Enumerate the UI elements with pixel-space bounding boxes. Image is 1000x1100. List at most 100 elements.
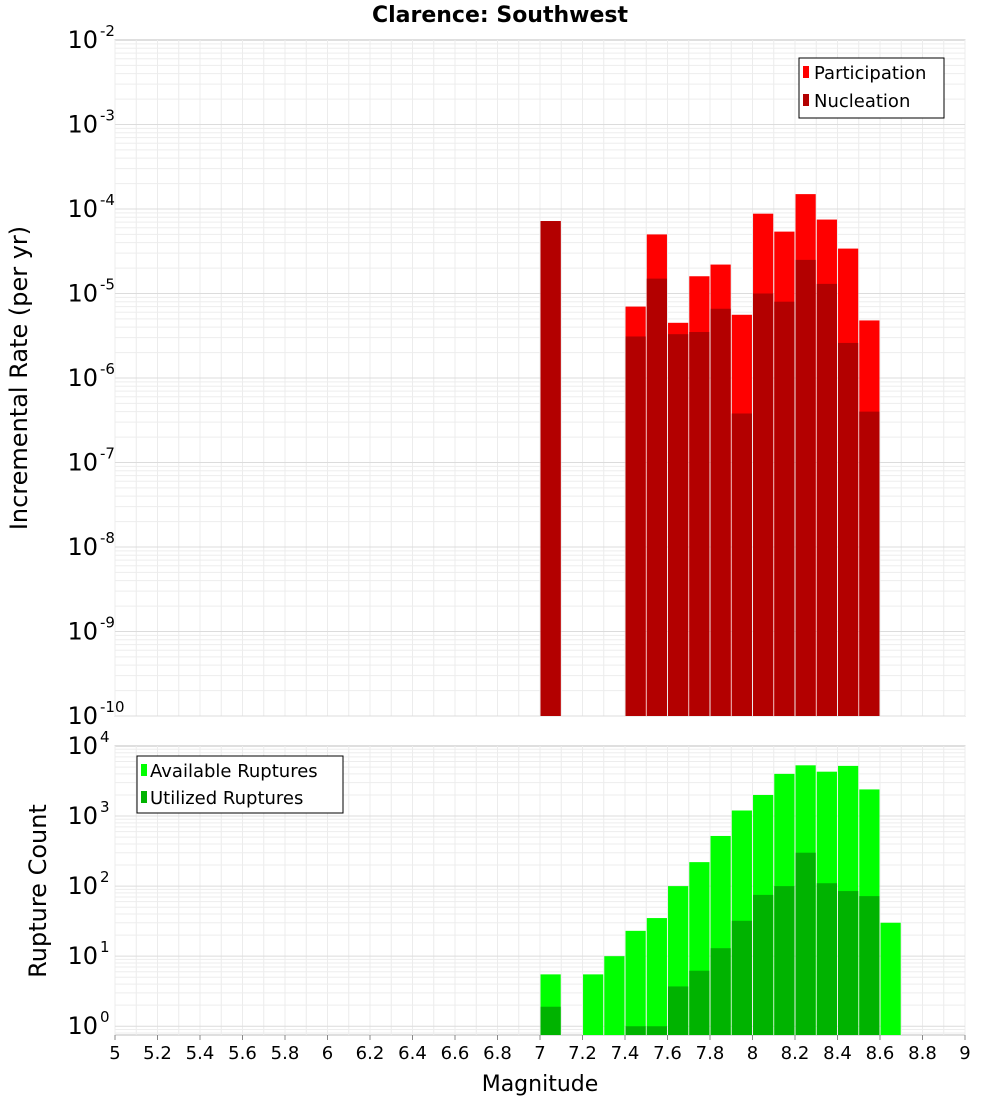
bar-nucleation xyxy=(646,278,667,716)
y-tick-label-exponent: -4 xyxy=(100,191,115,209)
bar-utilized-ruptures xyxy=(774,886,795,1035)
y-tick-label-exponent: -7 xyxy=(100,445,115,463)
y-tick-label-base: 10 xyxy=(67,1012,98,1040)
y-tick-label-exponent: 4 xyxy=(100,728,110,746)
bar-utilized-ruptures xyxy=(540,1006,561,1035)
y-tick-label-exponent: 0 xyxy=(100,1008,110,1026)
y-tick-label-base: 10 xyxy=(67,111,98,139)
bar-utilized-ruptures xyxy=(838,891,859,1035)
top-grid xyxy=(114,40,966,717)
y-tick-label-exponent: 3 xyxy=(100,798,110,816)
x-tick-label: 8 xyxy=(747,1043,758,1064)
legend-swatch-participation xyxy=(803,66,809,78)
bar-utilized-ruptures xyxy=(625,1026,646,1035)
chart-title: Clarence: Southwest xyxy=(372,3,629,28)
bar-utilized-ruptures xyxy=(859,896,880,1035)
bar-utilized-ruptures xyxy=(646,1026,667,1035)
bar-nucleation xyxy=(753,293,774,716)
legend-label-utilized: Utilized Ruptures xyxy=(150,788,303,809)
bottom-legend-box xyxy=(136,755,344,814)
x-tick-label: 7.2 xyxy=(568,1043,597,1064)
bar-available-ruptures xyxy=(880,922,901,1035)
legend-label-participation: Participation xyxy=(814,63,926,84)
bar-utilized-ruptures xyxy=(753,894,774,1035)
y-tick-label-base: 10 xyxy=(67,802,98,830)
bar-utilized-ruptures xyxy=(816,883,837,1035)
x-tick-label: 7.8 xyxy=(696,1043,725,1064)
x-tick-label: 8.4 xyxy=(823,1043,852,1064)
bar-nucleation xyxy=(689,332,710,716)
y-tick-label-exponent: -6 xyxy=(100,360,115,378)
bar-nucleation xyxy=(540,221,561,716)
top-y-axis-label: Incremental Rate (per yr) xyxy=(5,226,33,530)
x-tick-label: 7.6 xyxy=(653,1043,682,1064)
top-legend-box xyxy=(798,57,945,119)
x-axis-label: Magnitude xyxy=(482,1072,599,1097)
x-tick-label: 8.6 xyxy=(866,1043,895,1064)
y-tick-label-exponent: 2 xyxy=(100,868,110,886)
x-tick-label: 6.4 xyxy=(398,1043,427,1064)
x-tick-label: 6.8 xyxy=(483,1043,512,1064)
x-tick-label: 7 xyxy=(534,1043,545,1064)
legend-label-nucleation: Nucleation xyxy=(814,91,910,112)
y-tick-label-base: 10 xyxy=(67,533,98,561)
y-tick-label-base: 10 xyxy=(67,364,98,392)
y-tick-label-base: 10 xyxy=(67,942,98,970)
x-tick-label: 9 xyxy=(959,1043,970,1064)
y-tick-label-base: 10 xyxy=(67,26,98,54)
y-tick-label-exponent: -3 xyxy=(100,107,115,125)
bar-utilized-ruptures xyxy=(668,986,689,1035)
y-tick-label-base: 10 xyxy=(67,732,98,760)
bar-nucleation xyxy=(774,301,795,716)
bar-nucleation xyxy=(795,259,816,716)
bottom-bars xyxy=(540,765,901,1035)
y-tick-label-base: 10 xyxy=(67,618,98,646)
bar-utilized-ruptures xyxy=(689,970,710,1035)
y-tick-label-exponent: -5 xyxy=(100,276,115,294)
y-tick-label-base: 10 xyxy=(67,280,98,308)
y-tick-label-exponent: -8 xyxy=(100,529,115,547)
legend-swatch-available xyxy=(141,764,147,776)
x-tick-label: 6 xyxy=(322,1043,333,1064)
bar-nucleation xyxy=(625,336,646,716)
y-tick-label-exponent: -2 xyxy=(100,22,115,40)
bar-available-ruptures xyxy=(625,930,646,1035)
y-tick-label-base: 10 xyxy=(67,195,98,223)
x-tick-label: 5.4 xyxy=(186,1043,215,1064)
bar-available-ruptures xyxy=(583,974,604,1035)
x-tick-label: 5 xyxy=(109,1043,120,1064)
x-tick-label: 7.4 xyxy=(611,1043,640,1064)
bar-nucleation xyxy=(816,283,837,716)
bar-utilized-ruptures xyxy=(731,920,752,1035)
y-tick-label-exponent: -10 xyxy=(100,698,125,716)
x-tick-label: 8.2 xyxy=(781,1043,810,1064)
legend-swatch-nucleation xyxy=(803,94,809,106)
legend-label-available: Available Ruptures xyxy=(150,761,318,782)
bar-nucleation xyxy=(710,308,731,716)
y-tick-label-base: 10 xyxy=(67,702,98,730)
x-tick-label: 6.6 xyxy=(441,1043,470,1064)
bar-nucleation xyxy=(668,334,689,716)
legend-swatch-utilized xyxy=(141,791,147,803)
x-tick-label: 5.8 xyxy=(271,1043,300,1064)
x-tick-label: 6.2 xyxy=(356,1043,385,1064)
bar-utilized-ruptures xyxy=(710,948,731,1035)
x-tick-label: 8.8 xyxy=(908,1043,937,1064)
x-tick-label: 5.6 xyxy=(228,1043,257,1064)
bottom-x-ticks: 5 5.2 5.4 5.6 5.8 6 6.2 6.4 6.6 6.8 7 7.2 7.4 7.6 7.8 8… xyxy=(109,1035,971,1064)
bar-nucleation xyxy=(859,411,880,716)
bar-utilized-ruptures xyxy=(795,852,816,1035)
bottom-y-axis-label: Rupture Count xyxy=(24,804,52,978)
y-tick-label-exponent: 1 xyxy=(100,938,110,956)
y-tick-label-base: 10 xyxy=(67,872,98,900)
bar-available-ruptures xyxy=(604,956,625,1035)
y-tick-label-exponent: -9 xyxy=(100,614,115,632)
bar-nucleation xyxy=(838,342,859,716)
x-tick-label: 5.2 xyxy=(143,1043,172,1064)
top-legend: Participation Nucleation xyxy=(798,57,945,119)
